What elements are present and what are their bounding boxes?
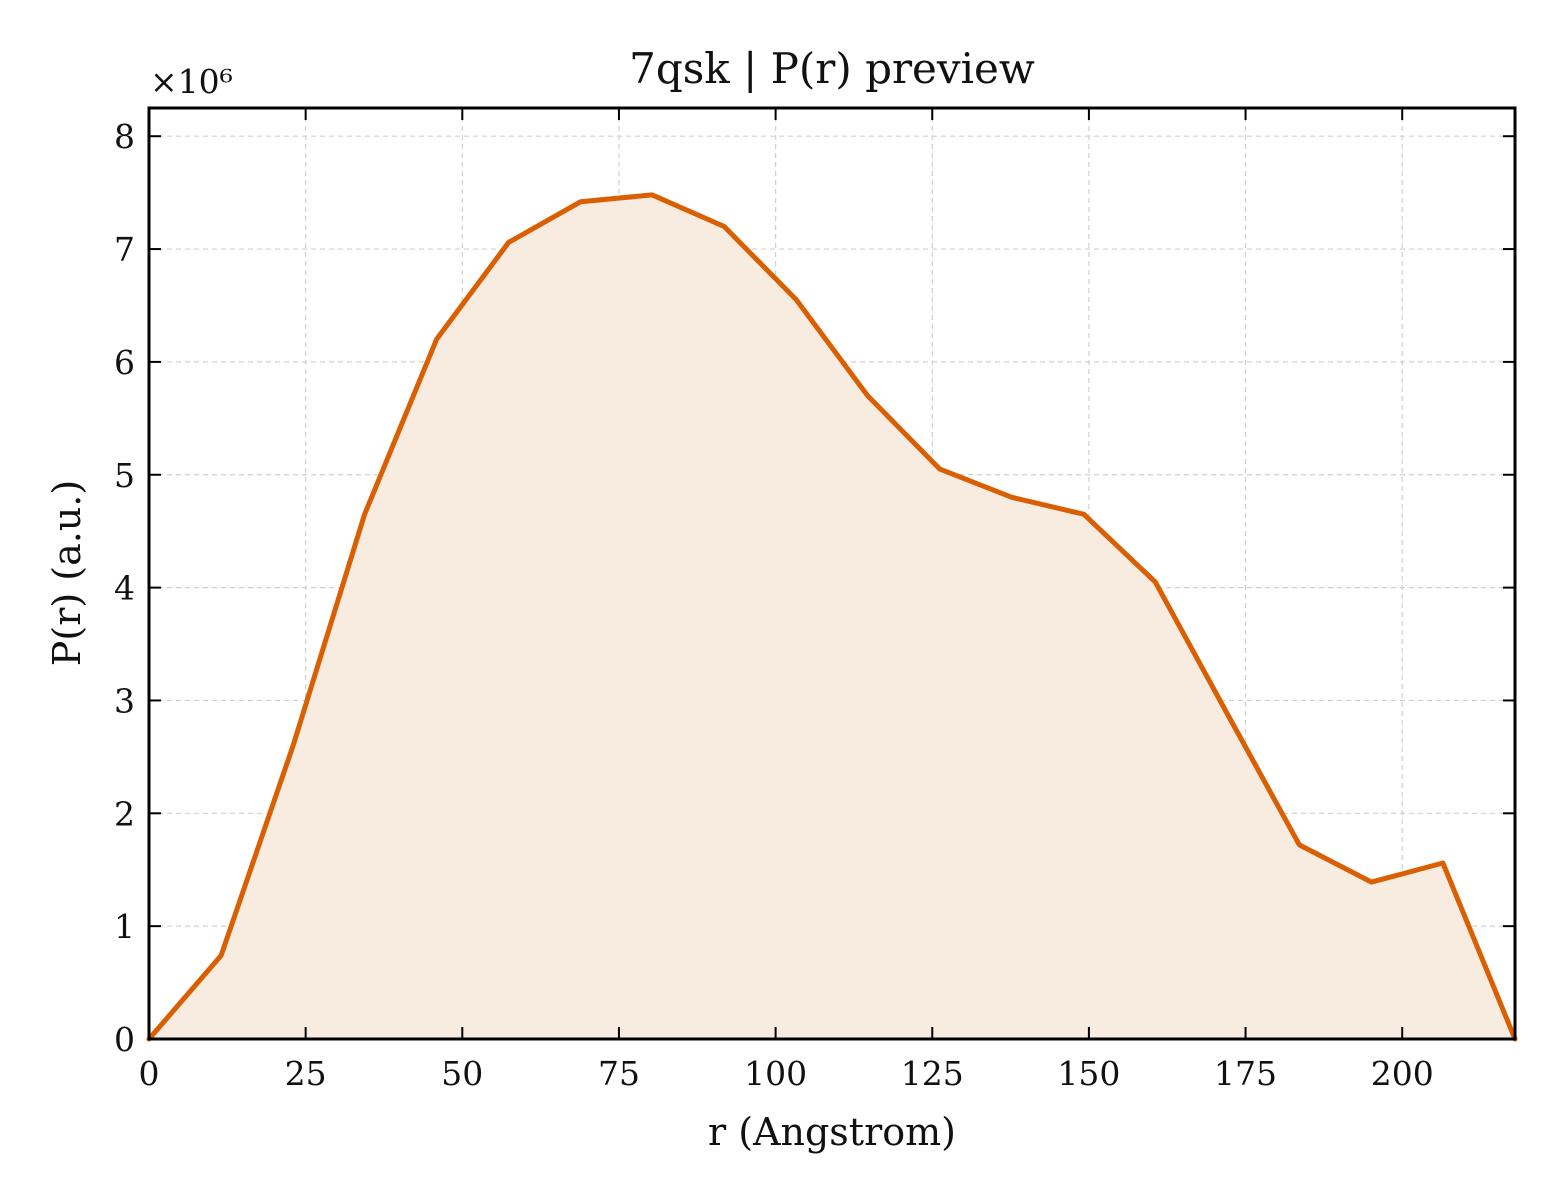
x-tick-label: 100 (744, 1054, 807, 1093)
y-tick-label: 7 (114, 230, 135, 269)
ticks: 0 25 50 75 100 125 150 175 200 0 1 2 3 4 5 6 7 8 (114, 108, 1515, 1093)
x-tick-label: 0 (139, 1054, 160, 1093)
x-tick-label: 175 (1214, 1054, 1277, 1093)
area-fill (149, 194, 1515, 1039)
x-axis-label: r (Angstrom) (708, 1110, 956, 1154)
area-fill-shape (149, 194, 1515, 1039)
x-tick-label: 75 (598, 1054, 640, 1093)
plot-frame (147, 106, 1517, 1041)
y-tick-label: 0 (114, 1020, 135, 1059)
x-tick-label: 25 (285, 1054, 327, 1093)
y-tick-label: 4 (114, 569, 135, 608)
y-tick-label: 1 (114, 907, 135, 946)
y-tick-label: 2 (114, 794, 135, 833)
y-axis-label: P(r) (a.u.) (45, 480, 89, 666)
y-axis-multiplier: ×10⁶ (150, 62, 233, 101)
chart-title: 7qsk | P(r) preview (629, 44, 1035, 93)
y-tick-label: 5 (114, 456, 135, 495)
y-tick-label: 3 (114, 681, 135, 720)
x-tick-label: 50 (441, 1054, 483, 1093)
series-line-path (146, 192, 1518, 1042)
x-tick-label: 125 (901, 1054, 964, 1093)
x-tick-label: 200 (1371, 1054, 1434, 1093)
y-tick-label: 8 (114, 117, 135, 156)
x-tick-label: 150 (1057, 1054, 1120, 1093)
y-tick-label: 6 (114, 343, 135, 382)
